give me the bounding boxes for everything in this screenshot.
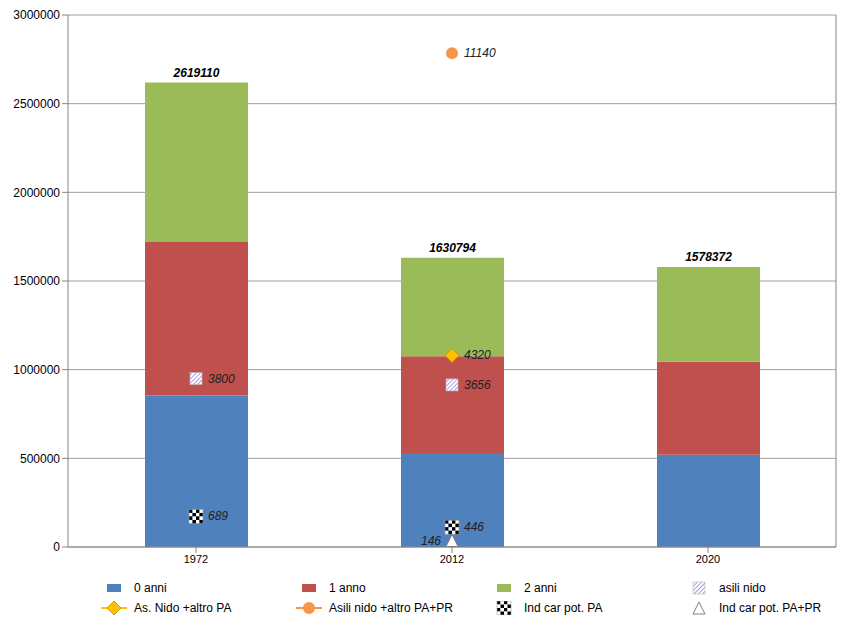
html-text:asili nido: asili nido: [719, 581, 766, 595]
html-text:Asili nido +altro PA+PR: Asili nido +altro PA+PR: [329, 601, 453, 615]
html-text:2 anni: 2 anni: [524, 581, 557, 595]
svg-text:11140: 11140: [464, 46, 496, 60]
html-text:0 anni: 0 anni: [134, 581, 167, 595]
svg-text:2500000: 2500000: [13, 97, 60, 111]
html-text:As. Nido +altro PA: As. Nido +altro PA: [134, 601, 232, 615]
svg-text:3656: 3656: [464, 378, 491, 392]
svg-text:146: 146: [421, 534, 441, 547]
svg-text:4320: 4320: [464, 348, 491, 362]
svg-text:3800: 3800: [208, 372, 235, 386]
svg-text:3000000: 3000000: [13, 8, 60, 22]
svg-text:1000000: 1000000: [13, 363, 60, 377]
svg-text:0: 0: [53, 540, 60, 554]
svg-text:1578372: 1578372: [685, 250, 732, 264]
html-text:1 anno: 1 anno: [329, 581, 366, 595]
svg-text:689: 689: [208, 509, 228, 523]
svg-text:2012: 2012: [440, 553, 464, 565]
svg-text:2000000: 2000000: [13, 186, 60, 200]
svg-text:2619110: 2619110: [173, 66, 220, 80]
html-text:Ind car pot. PA: Ind car pot. PA: [524, 601, 603, 615]
svg-text:500000: 500000: [20, 452, 60, 466]
svg-text:1972: 1972: [184, 553, 208, 565]
svg-text:446: 446: [464, 520, 484, 534]
svg-text:1500000: 1500000: [13, 274, 60, 288]
svg-text:2020: 2020: [696, 553, 720, 565]
html-text:Ind car pot. PA+PR: Ind car pot. PA+PR: [719, 601, 822, 615]
svg-text:1630794: 1630794: [429, 241, 476, 255]
